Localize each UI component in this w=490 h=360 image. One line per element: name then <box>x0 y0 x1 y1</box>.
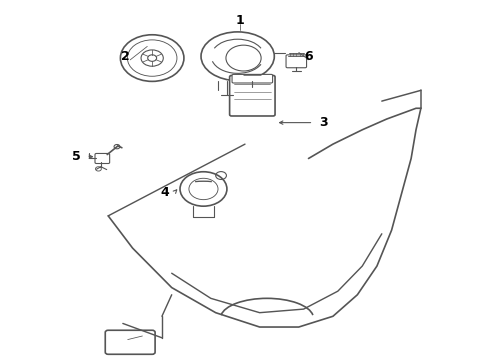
FancyBboxPatch shape <box>232 75 272 83</box>
Text: 3: 3 <box>319 116 327 129</box>
FancyBboxPatch shape <box>105 330 155 354</box>
FancyBboxPatch shape <box>95 153 110 163</box>
Text: 1: 1 <box>236 14 245 27</box>
FancyBboxPatch shape <box>286 55 307 68</box>
Text: 4: 4 <box>160 186 169 199</box>
Text: 6: 6 <box>304 50 313 63</box>
FancyBboxPatch shape <box>230 76 275 116</box>
Text: 2: 2 <box>121 50 130 63</box>
Text: 5: 5 <box>72 150 81 163</box>
